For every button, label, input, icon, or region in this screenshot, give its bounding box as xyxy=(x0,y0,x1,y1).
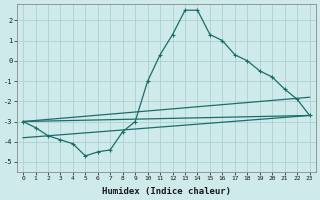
X-axis label: Humidex (Indice chaleur): Humidex (Indice chaleur) xyxy=(102,187,231,196)
